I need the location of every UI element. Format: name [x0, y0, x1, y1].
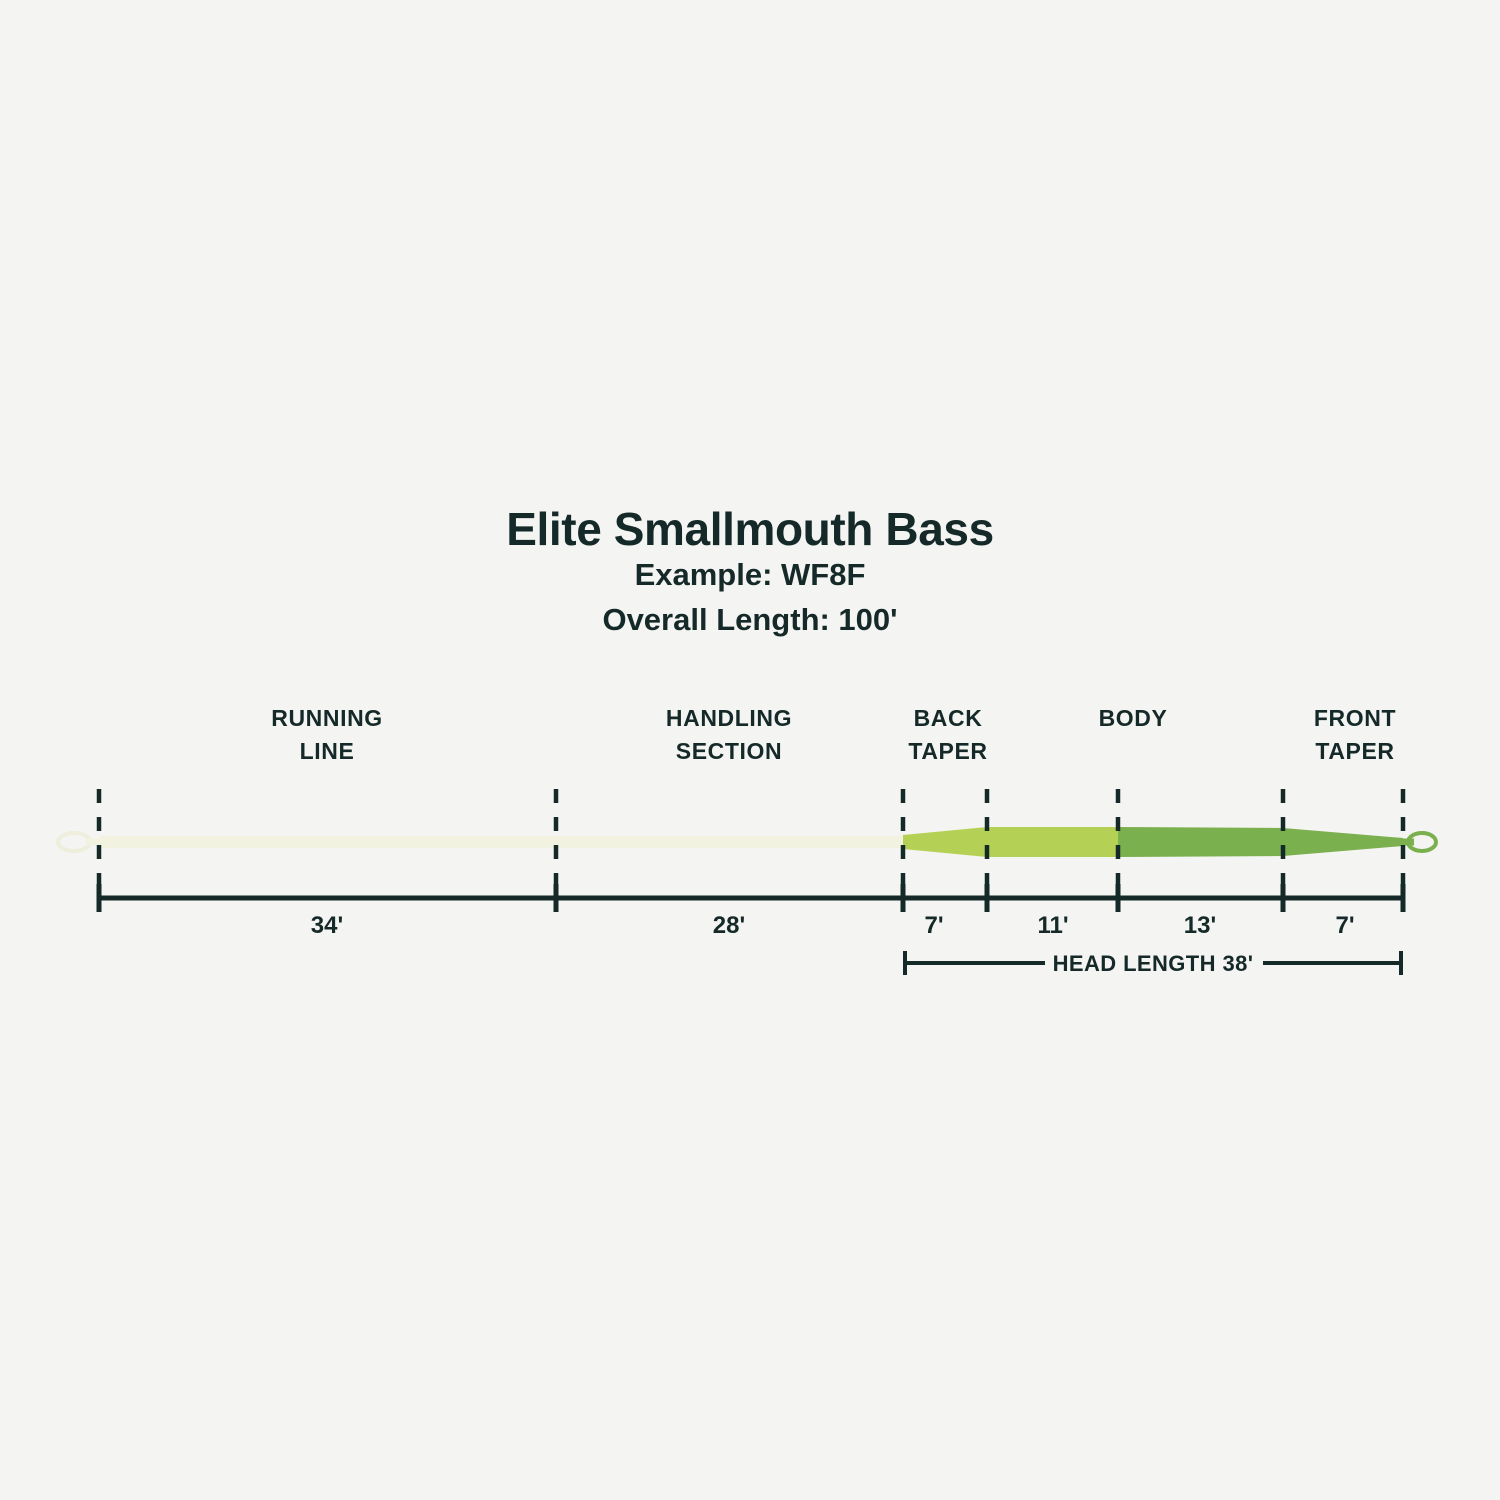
measure-front-taper: 7': [1335, 912, 1354, 939]
tip-loop-icon: [1396, 831, 1438, 853]
overall-length-line: Overall Length: 100': [602, 602, 898, 638]
measure-handling-section: 28': [713, 912, 745, 939]
measure-back-taper: 7': [924, 912, 943, 939]
measure-running-line: 34': [311, 912, 343, 939]
body-front-segment: [987, 827, 1118, 857]
section-label-body: BODY: [1099, 705, 1168, 731]
measure-body-rear: 13': [1184, 912, 1216, 939]
butt-loop-icon: [56, 831, 108, 853]
section-label-running-line-1: RUNNING: [271, 705, 383, 731]
measurement-labels: 34' 28' 7' 11' 13' 7': [311, 912, 1355, 939]
section-label-running-line-2: LINE: [300, 738, 355, 764]
section-labels: RUNNING LINE HANDLING SECTION BACK TAPER…: [271, 705, 1396, 764]
measurement-axis: [96, 884, 1406, 912]
title-block: Elite Smallmouth Bass Example: WF8F Over…: [0, 505, 1500, 643]
section-label-back-taper-2: TAPER: [908, 738, 987, 764]
body-rear-segment: [1118, 827, 1283, 857]
section-label-front-taper-1: FRONT: [1314, 705, 1396, 731]
back-taper-segment: [903, 827, 987, 857]
line-profile-group: [56, 827, 1438, 857]
division-dashed-lines: [96, 789, 1406, 893]
handling-section-segment: [556, 836, 903, 848]
example-line: Example: WF8F: [634, 557, 866, 593]
measure-body-front: 11': [1037, 912, 1068, 939]
front-taper-segment: [1283, 828, 1403, 856]
section-label-back-taper-1: BACK: [914, 705, 983, 731]
page-title: Elite Smallmouth Bass: [506, 503, 994, 555]
section-label-handling-section-2: SECTION: [676, 738, 782, 764]
head-length-bracket: [903, 951, 1403, 975]
running-line-segment: [99, 836, 556, 848]
section-label-handling-section-1: HANDLING: [666, 705, 792, 731]
section-label-front-taper-2: TAPER: [1315, 738, 1394, 764]
head-length-label: HEAD LENGTH 38': [1053, 951, 1254, 976]
axis-ticks: [96, 884, 1406, 912]
